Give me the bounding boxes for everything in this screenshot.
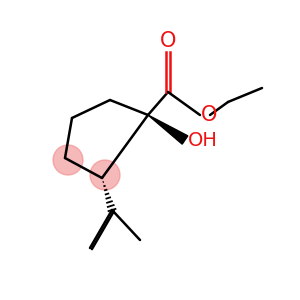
Polygon shape [148, 115, 188, 144]
Circle shape [90, 160, 120, 190]
Text: O: O [201, 105, 217, 125]
Text: OH: OH [188, 130, 218, 149]
Text: O: O [160, 31, 176, 51]
Circle shape [53, 145, 83, 175]
